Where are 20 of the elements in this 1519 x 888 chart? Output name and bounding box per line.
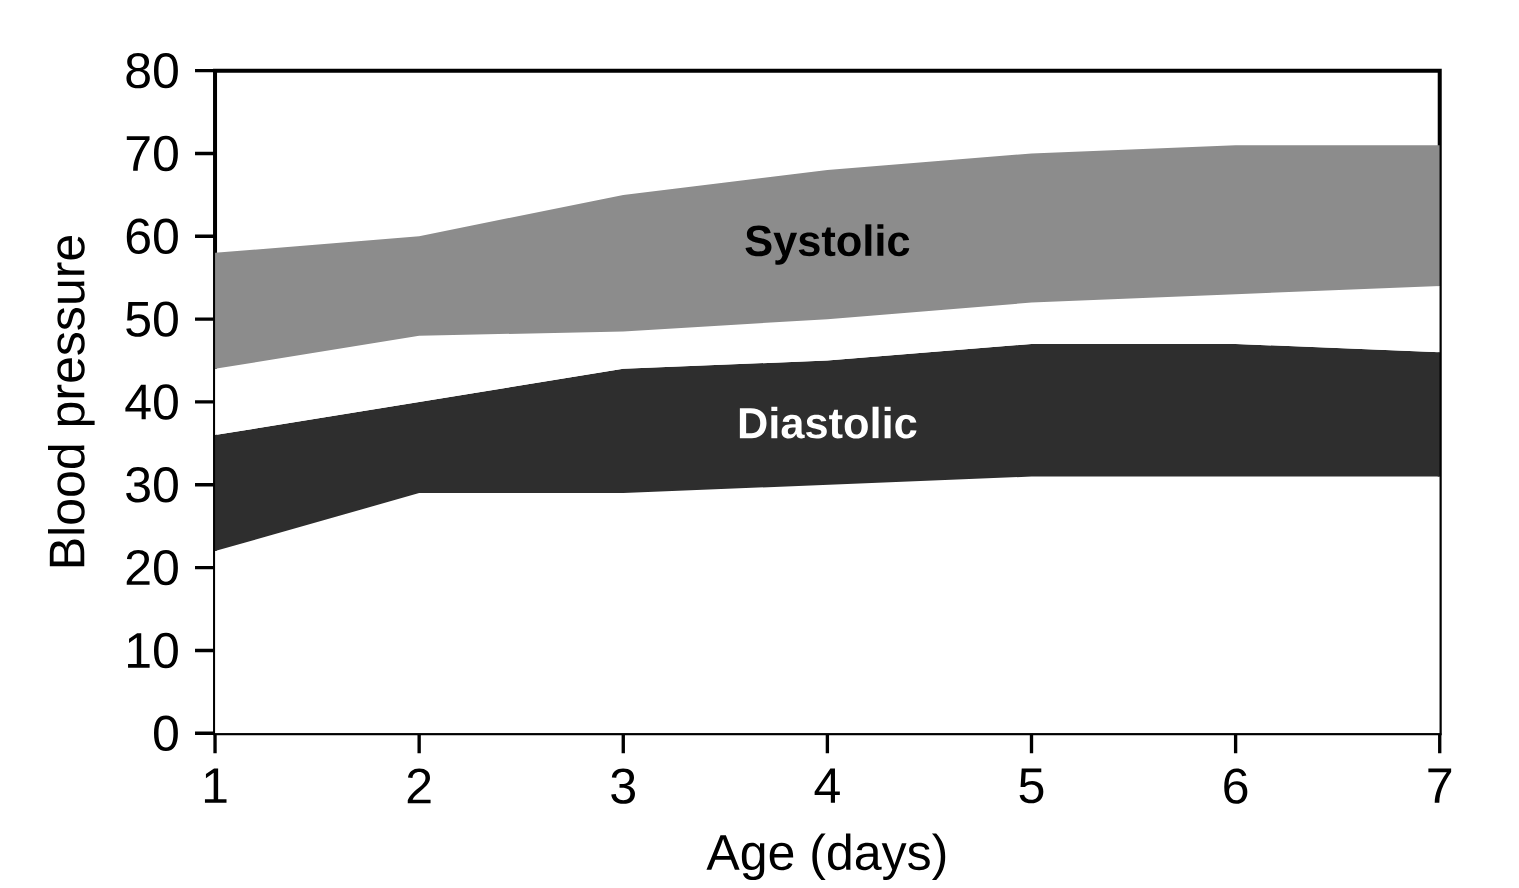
y-tick-label: 70 [126,135,178,172]
x-tick-label: 3 [611,768,635,804]
x-tick-label: 5 [1019,768,1044,804]
y-tick-label: 10 [128,632,178,669]
x-tick-label: 1 [204,768,227,803]
x-tick-label: 2 [407,768,431,804]
x-tick-label: 4 [814,768,840,803]
y-tick-label: 40 [125,384,178,420]
y-tick-label: 20 [126,549,178,586]
y-tick-label: 0 [154,715,178,751]
x-tick-label: 6 [1224,768,1248,804]
y-tick-label: 60 [126,218,178,254]
y-tick-label: 50 [126,301,178,337]
x-tick-label: 7 [1428,768,1452,803]
y-axis-title: Blood pressure [47,235,95,567]
series-label: Diastolic [739,406,917,439]
y-tick-label: 30 [126,467,178,503]
x-axis-title: Age (days) [706,833,946,881]
y-tick-label: 80 [126,52,178,89]
series-label: Systolic [745,224,910,265]
